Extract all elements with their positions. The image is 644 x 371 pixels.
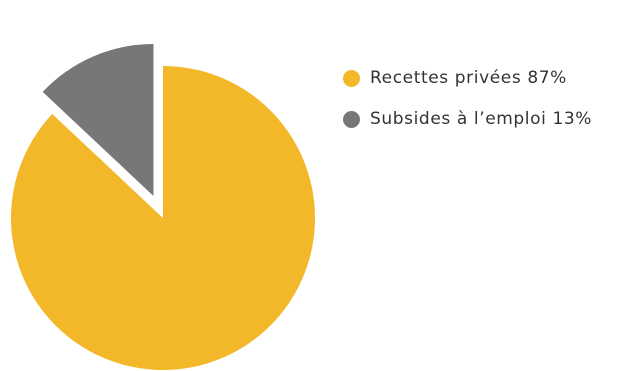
chart-legend: Recettes privées 87% Subsides à l’emploi… (343, 64, 643, 146)
legend-value-recettes-privees: 87% (527, 68, 567, 88)
legend-item-subsides-emploi: Subsides à l’emploi 13% (343, 105, 643, 133)
pie-slice-subsides-emploi (42, 43, 154, 196)
pie-slice-recettes-privees (10, 66, 316, 371)
legend-swatch-recettes-privees (343, 69, 360, 87)
legend-label-recettes-privees: Recettes privées (370, 68, 522, 88)
legend-swatch-subsides-emploi (343, 110, 360, 128)
legend-label-subsides-emploi: Subsides à l’emploi (370, 109, 547, 129)
legend-value-subsides-emploi: 13% (552, 109, 593, 129)
legend-item-recettes-privees: Recettes privées 87% (343, 64, 643, 92)
